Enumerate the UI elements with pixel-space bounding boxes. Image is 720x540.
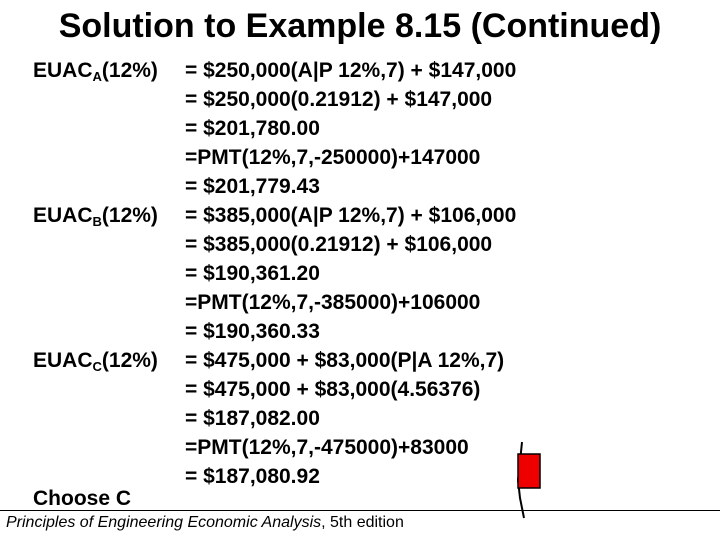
footer-divider [0, 510, 720, 511]
euac-a-line-1: = $250,000(A|P 12%,7) + $147,000 [185, 59, 517, 82]
euac-a-line-2: = $250,000(0.21912) + $147,000 [185, 88, 493, 111]
euac-b-label: EUACB(12%) [33, 204, 158, 229]
euac-a-line-3: = $201,780.00 [185, 117, 320, 140]
euac-a-line-4: =PMT(12%,7,-250000)+147000 [185, 146, 481, 169]
euac-b-line-2: = $385,000(0.21912) + $106,000 [185, 233, 493, 256]
euac-c-line-5: = $187,080.92 [185, 465, 320, 488]
euac-b-line-1: = $385,000(A|P 12%,7) + $106,000 [185, 204, 517, 227]
euac-c-line-4: =PMT(12%,7,-475000)+83000 [185, 436, 469, 459]
euac-c-label: EUACC(12%) [33, 349, 158, 374]
euac-a-label: EUACA(12%) [33, 59, 158, 84]
euac-b-line-5: = $190,360.33 [185, 320, 320, 343]
euac-c-line-3: = $187,082.00 [185, 407, 320, 430]
euac-a-line-5: = $201,779.43 [185, 175, 320, 198]
euac-c-line-1: = $475,000 + $83,000(P|A 12%,7) [185, 349, 505, 372]
euac-b-line-3: = $190,361.20 [185, 262, 320, 285]
euac-b-line-4: =PMT(12%,7,-385000)+106000 [185, 291, 481, 314]
red-pointer-marker [516, 441, 541, 519]
slide-title: Solution to Example 8.15 (Continued) [58, 7, 662, 45]
footer-text: Principles of Engineering Economic Analy… [6, 514, 404, 531]
conclusion-text: Choose C [33, 487, 132, 510]
euac-c-line-2: = $475,000 + $83,000(4.56376) [185, 378, 481, 401]
